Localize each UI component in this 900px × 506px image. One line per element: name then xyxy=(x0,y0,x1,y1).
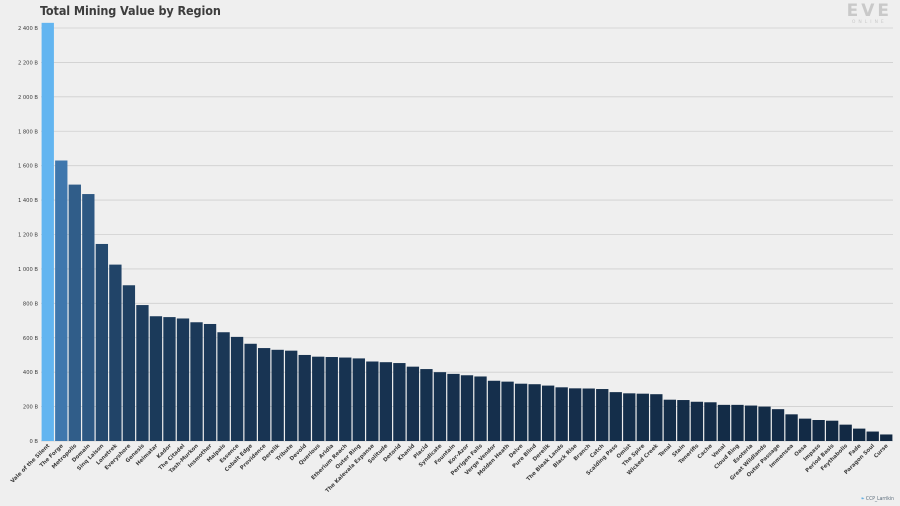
bar xyxy=(474,376,487,441)
bar xyxy=(339,357,352,441)
bar xyxy=(230,336,244,441)
y-tick-label: 200 B xyxy=(23,405,39,411)
bar xyxy=(528,384,541,441)
bar xyxy=(149,316,163,441)
y-tick-label: 1 200 B xyxy=(18,233,38,239)
y-tick-label: 1 400 B xyxy=(18,198,38,204)
bird-icon: ❧ xyxy=(860,496,865,502)
bar xyxy=(217,332,230,441)
bar xyxy=(285,350,298,441)
bar xyxy=(569,388,582,441)
bar xyxy=(298,354,311,441)
bar xyxy=(136,305,149,441)
bar xyxy=(704,402,717,441)
bar xyxy=(379,362,393,441)
bar xyxy=(623,393,636,441)
bar xyxy=(176,318,190,441)
bar xyxy=(447,373,460,441)
bar xyxy=(41,22,54,442)
bar xyxy=(596,389,609,441)
bar xyxy=(55,160,68,441)
x-tick-label: Tenal xyxy=(658,443,674,459)
bar xyxy=(541,385,555,441)
bar xyxy=(839,424,852,441)
bar xyxy=(406,366,420,441)
bar xyxy=(609,392,622,441)
bar xyxy=(203,323,217,441)
bar xyxy=(501,381,514,441)
x-tick-label: Cache xyxy=(697,443,714,460)
bar xyxy=(163,317,176,441)
bar xyxy=(744,405,758,441)
bar xyxy=(880,434,893,441)
bar xyxy=(433,372,447,441)
bar xyxy=(487,380,501,441)
bar xyxy=(109,264,122,441)
y-tick-label: 2 400 B xyxy=(18,26,38,32)
bar xyxy=(825,420,839,441)
y-tick-label: 400 B xyxy=(23,370,39,376)
bar xyxy=(312,356,325,441)
bar xyxy=(555,387,568,441)
y-tick-label: 2 000 B xyxy=(18,95,38,101)
bar xyxy=(771,409,785,441)
bar xyxy=(420,369,433,441)
bar xyxy=(514,383,528,441)
y-tick-label: 1 600 B xyxy=(18,164,38,170)
bar xyxy=(717,404,731,441)
y-tick-label: 600 B xyxy=(23,336,39,342)
author-credit: ❧ CCP_Larrikin xyxy=(861,496,894,502)
bars xyxy=(41,22,893,442)
bar xyxy=(393,363,406,441)
y-tick-label: 0 B xyxy=(29,439,38,445)
bar xyxy=(650,394,663,441)
chart-title: Total Mining Value by Region xyxy=(40,3,221,18)
bar xyxy=(95,243,109,441)
bar xyxy=(866,431,879,441)
bar xyxy=(460,375,474,441)
bar xyxy=(257,348,271,441)
bar xyxy=(68,184,81,441)
y-axis-ticks: 0 B 200 B 400 B 600 B 800 B 1 000 B 1 200 B 1 4… xyxy=(18,26,39,445)
bar xyxy=(853,428,866,441)
bar xyxy=(122,285,136,441)
logo-mark: EVE xyxy=(846,1,892,21)
bar xyxy=(663,399,677,441)
y-tick-label: 1 800 B xyxy=(18,129,38,135)
bar xyxy=(325,357,338,441)
eve-online-logo: EVE ONLINE xyxy=(847,3,892,26)
bar xyxy=(82,194,95,441)
bar xyxy=(690,401,704,441)
bar xyxy=(758,406,771,441)
y-tick-label: 1 000 B xyxy=(18,267,38,273)
bar xyxy=(582,388,595,441)
x-tick-label: Curse xyxy=(873,443,890,460)
logo-subtext: ONLINE xyxy=(851,20,887,25)
bar xyxy=(785,414,798,441)
bar xyxy=(677,400,690,441)
bar xyxy=(366,361,379,441)
bar xyxy=(190,322,203,441)
bar xyxy=(812,420,825,441)
y-tick-label: 2 200 B xyxy=(18,60,38,66)
bar xyxy=(244,343,257,441)
bar xyxy=(271,349,284,441)
bar xyxy=(636,393,649,441)
bar xyxy=(731,404,744,441)
bar xyxy=(798,418,812,441)
y-tick-label: 800 B xyxy=(23,301,39,307)
author-handle: CCP_Larrikin xyxy=(865,496,894,502)
bar xyxy=(352,358,365,441)
